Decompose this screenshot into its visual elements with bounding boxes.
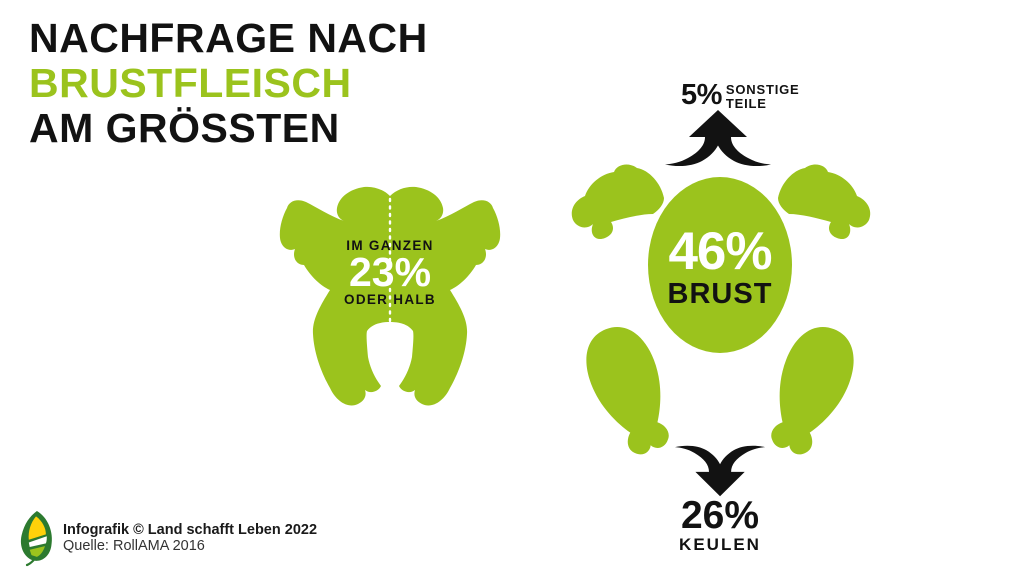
page-title: NACHFRAGE NACH BRUSTFLEISCH AM GRÖSSTEN <box>29 16 428 151</box>
whole-chicken-label: IM GANZEN 23% ODER HALB <box>310 238 470 307</box>
other-value: 5% <box>681 79 722 111</box>
other-label-line1: SONSTIGE <box>725 82 800 97</box>
other-parts-label: 5% SONSTIGE TEILE <box>681 79 800 111</box>
parted-chicken-graphic <box>571 110 871 497</box>
breast-label-text: BRUST <box>667 278 773 310</box>
legs-value: 26% <box>680 494 760 537</box>
drumstick-left <box>586 327 669 455</box>
footer-source: Quelle: RollAMA 2016 <box>63 538 205 554</box>
footer: Infografik © Land schafft Leben 2022 Que… <box>18 509 317 567</box>
breast-label: 46% BRUST <box>640 222 800 310</box>
drumstick-right <box>771 327 854 455</box>
leaf-green-segment <box>29 546 45 557</box>
title-line-1: NACHFRAGE NACH <box>29 15 428 61</box>
title-line-2-highlight: BRUSTFLEISCH <box>29 60 352 106</box>
leaf-white-segment <box>28 536 47 547</box>
legs-label-text: KEULEN <box>679 535 761 554</box>
whole-chicken-silhouette <box>279 186 501 406</box>
whole-label-top: IM GANZEN <box>346 238 434 253</box>
leaf-stem <box>25 559 35 567</box>
legs-label: 26% KEULEN <box>640 494 800 554</box>
other-label-line2: TEILE <box>725 95 767 111</box>
breast-oval <box>648 177 792 353</box>
breast-value: 46% <box>668 222 772 281</box>
whole-label-bottom: ODER HALB <box>344 292 436 307</box>
wing-left <box>571 164 664 240</box>
footer-credit: Infografik © Land schafft Leben 2022 <box>63 522 318 538</box>
leaf-yellow-segment <box>28 516 46 540</box>
whole-chicken-graphic <box>279 186 501 406</box>
whole-value: 23% <box>348 249 432 295</box>
down-arrow-icon <box>675 445 766 497</box>
land-schafft-leben-leaf-logo <box>20 511 52 567</box>
up-arrow-icon <box>665 110 771 167</box>
title-line-3: AM GRÖSSTEN <box>29 105 340 151</box>
wing-right <box>778 164 871 240</box>
